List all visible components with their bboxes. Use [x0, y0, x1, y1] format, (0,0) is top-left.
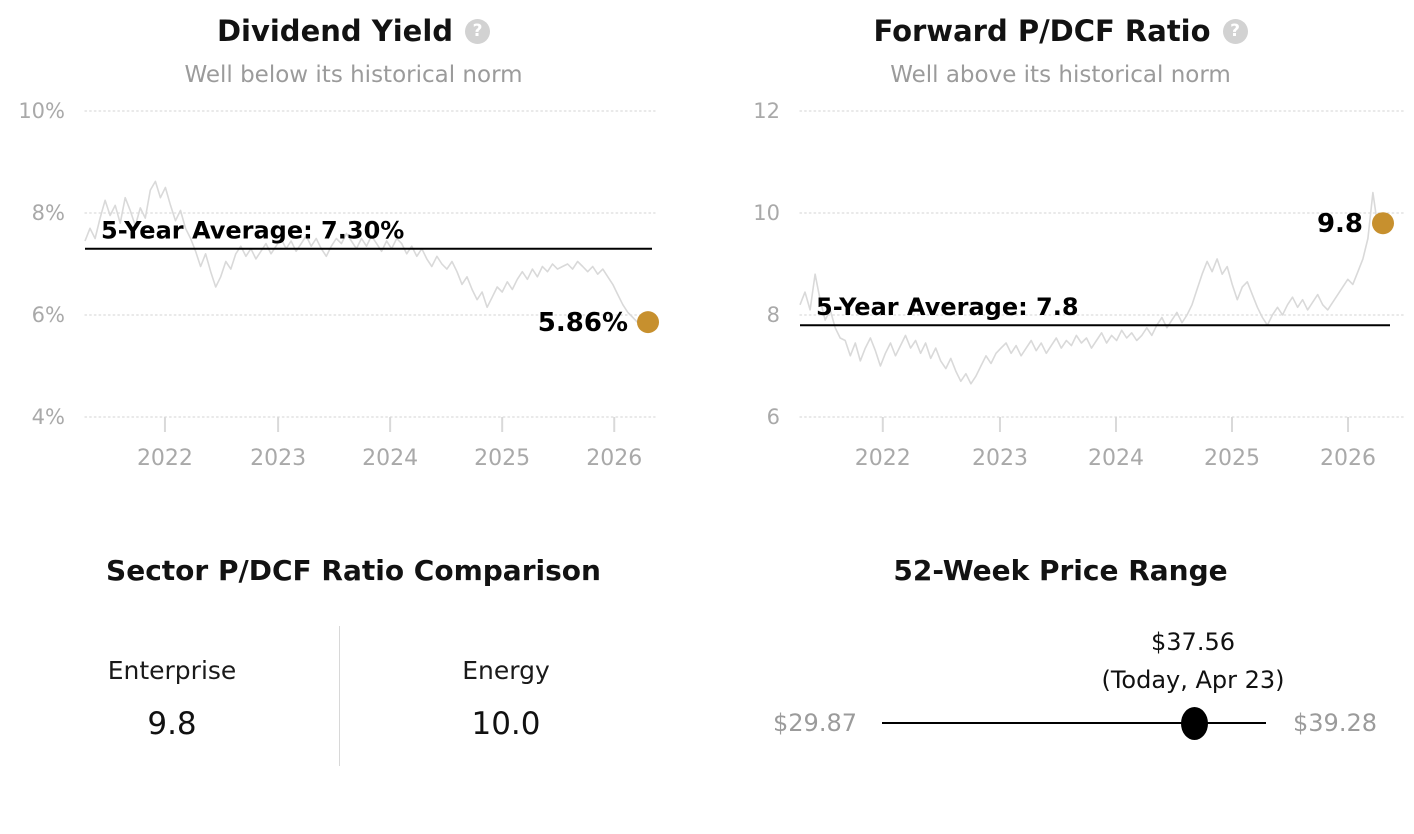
sector-column-label: Enterprise [107, 656, 237, 685]
valuation-charts-row: Dividend Yield ? Well below its historic… [0, 0, 1414, 478]
dividend-yield-title-row: Dividend Yield ? [0, 14, 707, 48]
y-axis-tick-label: 6 [767, 405, 780, 429]
current-value-label: 9.8 [1317, 209, 1363, 239]
price-range-title: 52-Week Price Range [893, 554, 1228, 587]
pdcf-ratio-chart: 12 10 8 6 2022 2023 2024 2025 2026 5-Year Average… [753, 99, 1405, 471]
price-range-current-sublabel: (Today, Apr 23) [1101, 666, 1285, 694]
sector-comparison-card: Sector P/DCF Ratio Comparison Enterprise… [0, 478, 707, 792]
price-range-min-label: $29.87 [773, 709, 857, 737]
x-axis-tick-label: 2026 [1320, 446, 1376, 471]
series-line [799, 191, 1384, 385]
x-axis-tick-label: 2022 [855, 446, 911, 471]
sector-divider [339, 626, 340, 766]
x-axis-tick-label: 2023 [972, 446, 1028, 471]
bottom-row: Sector P/DCF Ratio Comparison Enterprise… [0, 478, 1414, 792]
x-axis-tick-label: 2025 [474, 446, 530, 471]
average-label: 5-Year Average: 7.30% [101, 217, 404, 245]
question-mark-icon[interactable]: ? [1222, 18, 1248, 44]
sector-comparison-title: Sector P/DCF Ratio Comparison [106, 554, 601, 587]
average-label: 5-Year Average: 7.8 [816, 293, 1079, 321]
dividend-yield-card: Dividend Yield ? Well below its historic… [0, 0, 707, 478]
x-axis-tick-label: 2022 [137, 446, 193, 471]
sector-column-value: 10.0 [471, 706, 541, 742]
y-axis-tick-label: 8% [32, 201, 65, 225]
price-range-current-dot [1181, 707, 1208, 740]
current-value-dot [1372, 212, 1394, 235]
dividend-yield-title: Dividend Yield [216, 14, 454, 48]
y-axis-tick-label: 4% [32, 405, 65, 429]
series-line [84, 180, 649, 326]
x-axis-tick-label: 2025 [1204, 446, 1260, 471]
price-range-card: 52-Week Price Range $37.56 (Today, Apr 2… [707, 478, 1414, 792]
price-range-max-label: $39.28 [1293, 709, 1377, 737]
y-axis-tick-label: 6% [32, 303, 65, 327]
dividend-yield-subtitle: Well below its historical norm [184, 62, 523, 88]
pdcf-ratio-header: Forward P/DCF Ratio ? Well above its his… [707, 0, 1414, 88]
pdcf-ratio-subtitle: Well above its historical norm [890, 62, 1231, 88]
x-axis-tick-label: 2026 [586, 446, 642, 471]
x-axis-tick-label: 2024 [1088, 446, 1144, 471]
price-range-current-label: $37.56 [1151, 628, 1235, 656]
price-range-line [882, 722, 1266, 724]
y-axis-tick-label: 12 [753, 99, 780, 123]
pdcf-ratio-title: Forward P/DCF Ratio [873, 14, 1211, 48]
pdcf-ratio-title-row: Forward P/DCF Ratio ? [707, 14, 1414, 48]
y-axis-tick-label: 10 [753, 201, 780, 225]
question-mark-icon[interactable]: ? [465, 18, 491, 44]
current-value-label: 5.86% [538, 308, 628, 338]
dividend-yield-chart: 10% 8% 6% 4% 2022 2023 2024 2025 2026 5-Year Aver… [18, 99, 659, 471]
y-axis-tick-label: 8 [767, 303, 780, 327]
dividend-yield-header: Dividend Yield ? Well below its historic… [0, 0, 707, 88]
sector-column-value: 9.8 [147, 706, 197, 742]
x-axis-tick-label: 2023 [250, 446, 306, 471]
sector-column-label: Energy [462, 656, 550, 685]
pdcf-ratio-card: Forward P/DCF Ratio ? Well above its his… [707, 0, 1414, 478]
current-value-dot [637, 311, 659, 334]
x-axis-tick-label: 2024 [362, 446, 418, 471]
y-axis-tick-label: 10% [18, 99, 65, 123]
